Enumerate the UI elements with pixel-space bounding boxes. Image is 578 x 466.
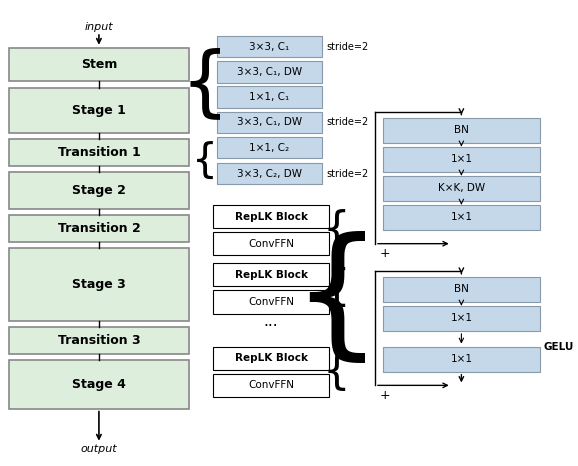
Text: +: +: [380, 247, 391, 260]
Bar: [383, 277, 540, 302]
Text: Stem: Stem: [81, 58, 117, 71]
Bar: [383, 306, 540, 331]
Text: Stage 1: Stage 1: [72, 104, 126, 117]
Text: 1×1, C₂: 1×1, C₂: [249, 143, 290, 152]
Text: GELU: GELU: [544, 342, 575, 351]
Bar: [217, 112, 321, 133]
Text: stride=2: stride=2: [327, 117, 369, 127]
Bar: [9, 327, 188, 354]
Text: ConvFFN: ConvFFN: [248, 297, 294, 307]
Bar: [383, 117, 540, 143]
Text: ···: ···: [264, 319, 279, 334]
Text: 1×1: 1×1: [450, 354, 472, 364]
Bar: [9, 214, 188, 242]
Bar: [213, 347, 329, 370]
Text: 3×3, C₂, DW: 3×3, C₂, DW: [237, 169, 302, 179]
Text: {: {: [192, 141, 218, 181]
Text: Stage 3: Stage 3: [72, 278, 126, 291]
Text: Transition 1: Transition 1: [58, 146, 140, 159]
Bar: [213, 205, 329, 228]
Text: RepLK Block: RepLK Block: [235, 353, 307, 363]
Text: Transition 2: Transition 2: [58, 222, 140, 235]
Text: Stage 2: Stage 2: [72, 184, 126, 197]
Bar: [217, 36, 321, 57]
Text: ConvFFN: ConvFFN: [248, 239, 294, 249]
Text: 3×3, C₁, DW: 3×3, C₁, DW: [236, 117, 302, 127]
Text: output: output: [80, 445, 117, 454]
Text: 1×1: 1×1: [450, 314, 472, 323]
Text: 1×1, C₁: 1×1, C₁: [249, 92, 290, 102]
Text: 3×3, C₁: 3×3, C₁: [249, 41, 290, 52]
Text: {: {: [323, 209, 350, 251]
Bar: [213, 232, 329, 255]
Text: stride=2: stride=2: [327, 41, 369, 52]
Text: {: {: [181, 48, 229, 122]
Text: stride=2: stride=2: [327, 169, 369, 179]
Text: Stage 4: Stage 4: [72, 378, 126, 391]
Bar: [217, 137, 321, 158]
Bar: [213, 290, 329, 314]
Text: {: {: [323, 351, 350, 393]
Text: {: {: [323, 267, 350, 309]
Text: 1×1: 1×1: [450, 212, 472, 222]
Bar: [217, 87, 321, 108]
Text: Transition 3: Transition 3: [58, 334, 140, 347]
Bar: [383, 347, 540, 372]
Text: ConvFFN: ConvFFN: [248, 380, 294, 391]
Bar: [383, 147, 540, 172]
Bar: [383, 205, 540, 230]
Bar: [9, 48, 188, 81]
Bar: [9, 360, 188, 409]
Text: RepLK Block: RepLK Block: [235, 212, 307, 221]
Bar: [213, 374, 329, 397]
Text: 1×1: 1×1: [450, 154, 472, 164]
Bar: [9, 89, 188, 133]
Bar: [217, 163, 321, 185]
Bar: [213, 263, 329, 287]
Bar: [9, 247, 188, 322]
Bar: [383, 176, 540, 201]
Bar: [9, 139, 188, 166]
Text: input: input: [84, 22, 113, 32]
Text: +: +: [380, 389, 391, 402]
Text: RepLK Block: RepLK Block: [235, 270, 307, 280]
Bar: [217, 61, 321, 82]
Text: {: {: [291, 232, 381, 370]
Text: K×K, DW: K×K, DW: [438, 183, 485, 193]
Text: BN: BN: [454, 284, 469, 295]
Text: 3×3, C₁, DW: 3×3, C₁, DW: [236, 67, 302, 77]
Bar: [9, 172, 188, 209]
Text: BN: BN: [454, 125, 469, 135]
